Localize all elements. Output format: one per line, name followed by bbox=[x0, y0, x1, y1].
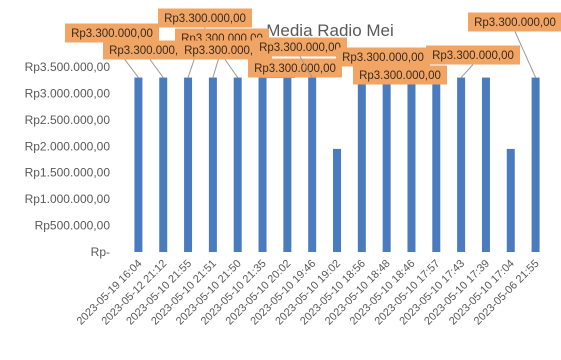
data-label-text: Rp3.300.000,00 bbox=[342, 52, 424, 64]
bar bbox=[382, 77, 391, 252]
data-label-leader-line bbox=[299, 56, 313, 78]
y-axis-tick-labels: Rp- Rp500.000,00 Rp1.000.000,00 Rp1.500.000… bbox=[25, 60, 111, 259]
bar bbox=[457, 77, 466, 252]
data-label: Rp3.300.000,00 bbox=[65, 23, 159, 78]
data-label: Rp3.300.000,00 bbox=[158, 8, 252, 78]
bar bbox=[184, 77, 193, 252]
data-label: Rp3.300.000,00 bbox=[468, 12, 561, 78]
data-label-leader-line bbox=[460, 64, 474, 78]
y-tick-label: Rp1.500.000,00 bbox=[25, 166, 111, 180]
data-label-box bbox=[336, 47, 430, 67]
data-labels-group: Rp3.300.000,00Rp3.300.000,00Rp3.300.000,… bbox=[65, 8, 561, 85]
data-label-box bbox=[103, 40, 197, 60]
bar bbox=[159, 77, 168, 252]
data-label-box bbox=[248, 58, 342, 78]
data-label-text: Rp3.300.000,00 bbox=[432, 50, 514, 62]
bar bbox=[357, 77, 366, 252]
bar bbox=[333, 148, 341, 252]
bar bbox=[258, 77, 267, 252]
data-label: Rp3.300.000,00 bbox=[178, 40, 272, 78]
bar bbox=[134, 77, 143, 252]
data-label-leader-line bbox=[149, 59, 164, 78]
bar bbox=[233, 77, 242, 252]
data-label: Rp3.300.000,00 bbox=[248, 58, 342, 79]
data-label-box bbox=[468, 12, 561, 32]
data-label-box bbox=[253, 37, 347, 57]
y-tick-label: Rp500.000,00 bbox=[35, 219, 111, 233]
data-label: Rp3.300.000,00 bbox=[353, 65, 447, 85]
data-label-text: Rp3.300.000,00 bbox=[164, 13, 246, 25]
data-label-text: Rp3.300.000,00 bbox=[254, 63, 336, 75]
data-label-box bbox=[426, 45, 520, 65]
bar bbox=[308, 77, 317, 252]
data-label-text: Rp3.300.000,00 bbox=[359, 70, 441, 82]
bar bbox=[432, 77, 441, 252]
bar bbox=[208, 77, 217, 252]
y-tick-label: Rp3.500.000,00 bbox=[25, 60, 111, 74]
bar bbox=[407, 77, 416, 252]
data-label: Rp3.300.000,00 bbox=[336, 47, 430, 78]
data-label-text: Rp3.300.000,00 bbox=[259, 42, 341, 54]
bars-group bbox=[134, 77, 540, 252]
data-label-text: Rp3.300.000,00 bbox=[109, 45, 191, 57]
y-tick-label: Rp2.500.000,00 bbox=[25, 113, 111, 127]
chart-title: Media Radio Mei bbox=[266, 21, 394, 40]
data-label-box bbox=[65, 23, 159, 43]
bar bbox=[506, 148, 515, 252]
bar bbox=[531, 77, 540, 252]
data-label: Rp3.300.000,00 bbox=[253, 37, 347, 78]
data-label-text: Rp3.300.000,00 bbox=[71, 28, 153, 40]
data-label-box bbox=[158, 8, 252, 28]
y-tick-label: Rp3.000.000,00 bbox=[25, 86, 111, 100]
y-tick-label: Rp1.000.000,00 bbox=[25, 192, 111, 206]
data-label-text: Rp3.300.000,00 bbox=[474, 17, 556, 29]
data-label-box bbox=[353, 65, 447, 85]
data-label: Rp3.300.000,00 bbox=[103, 40, 197, 78]
bar bbox=[481, 77, 490, 252]
y-tick-label: Rp2.000.000,00 bbox=[25, 139, 111, 153]
data-label-text: Rp3.300.000,00 bbox=[184, 45, 266, 57]
data-label: Rp3.300.000,00 bbox=[426, 45, 520, 78]
data-label-leader-line bbox=[224, 59, 239, 78]
bar bbox=[283, 77, 292, 252]
y-tick-label: Rp- bbox=[91, 245, 110, 259]
data-label-leader-line bbox=[514, 31, 537, 78]
data-label-box bbox=[178, 40, 272, 60]
